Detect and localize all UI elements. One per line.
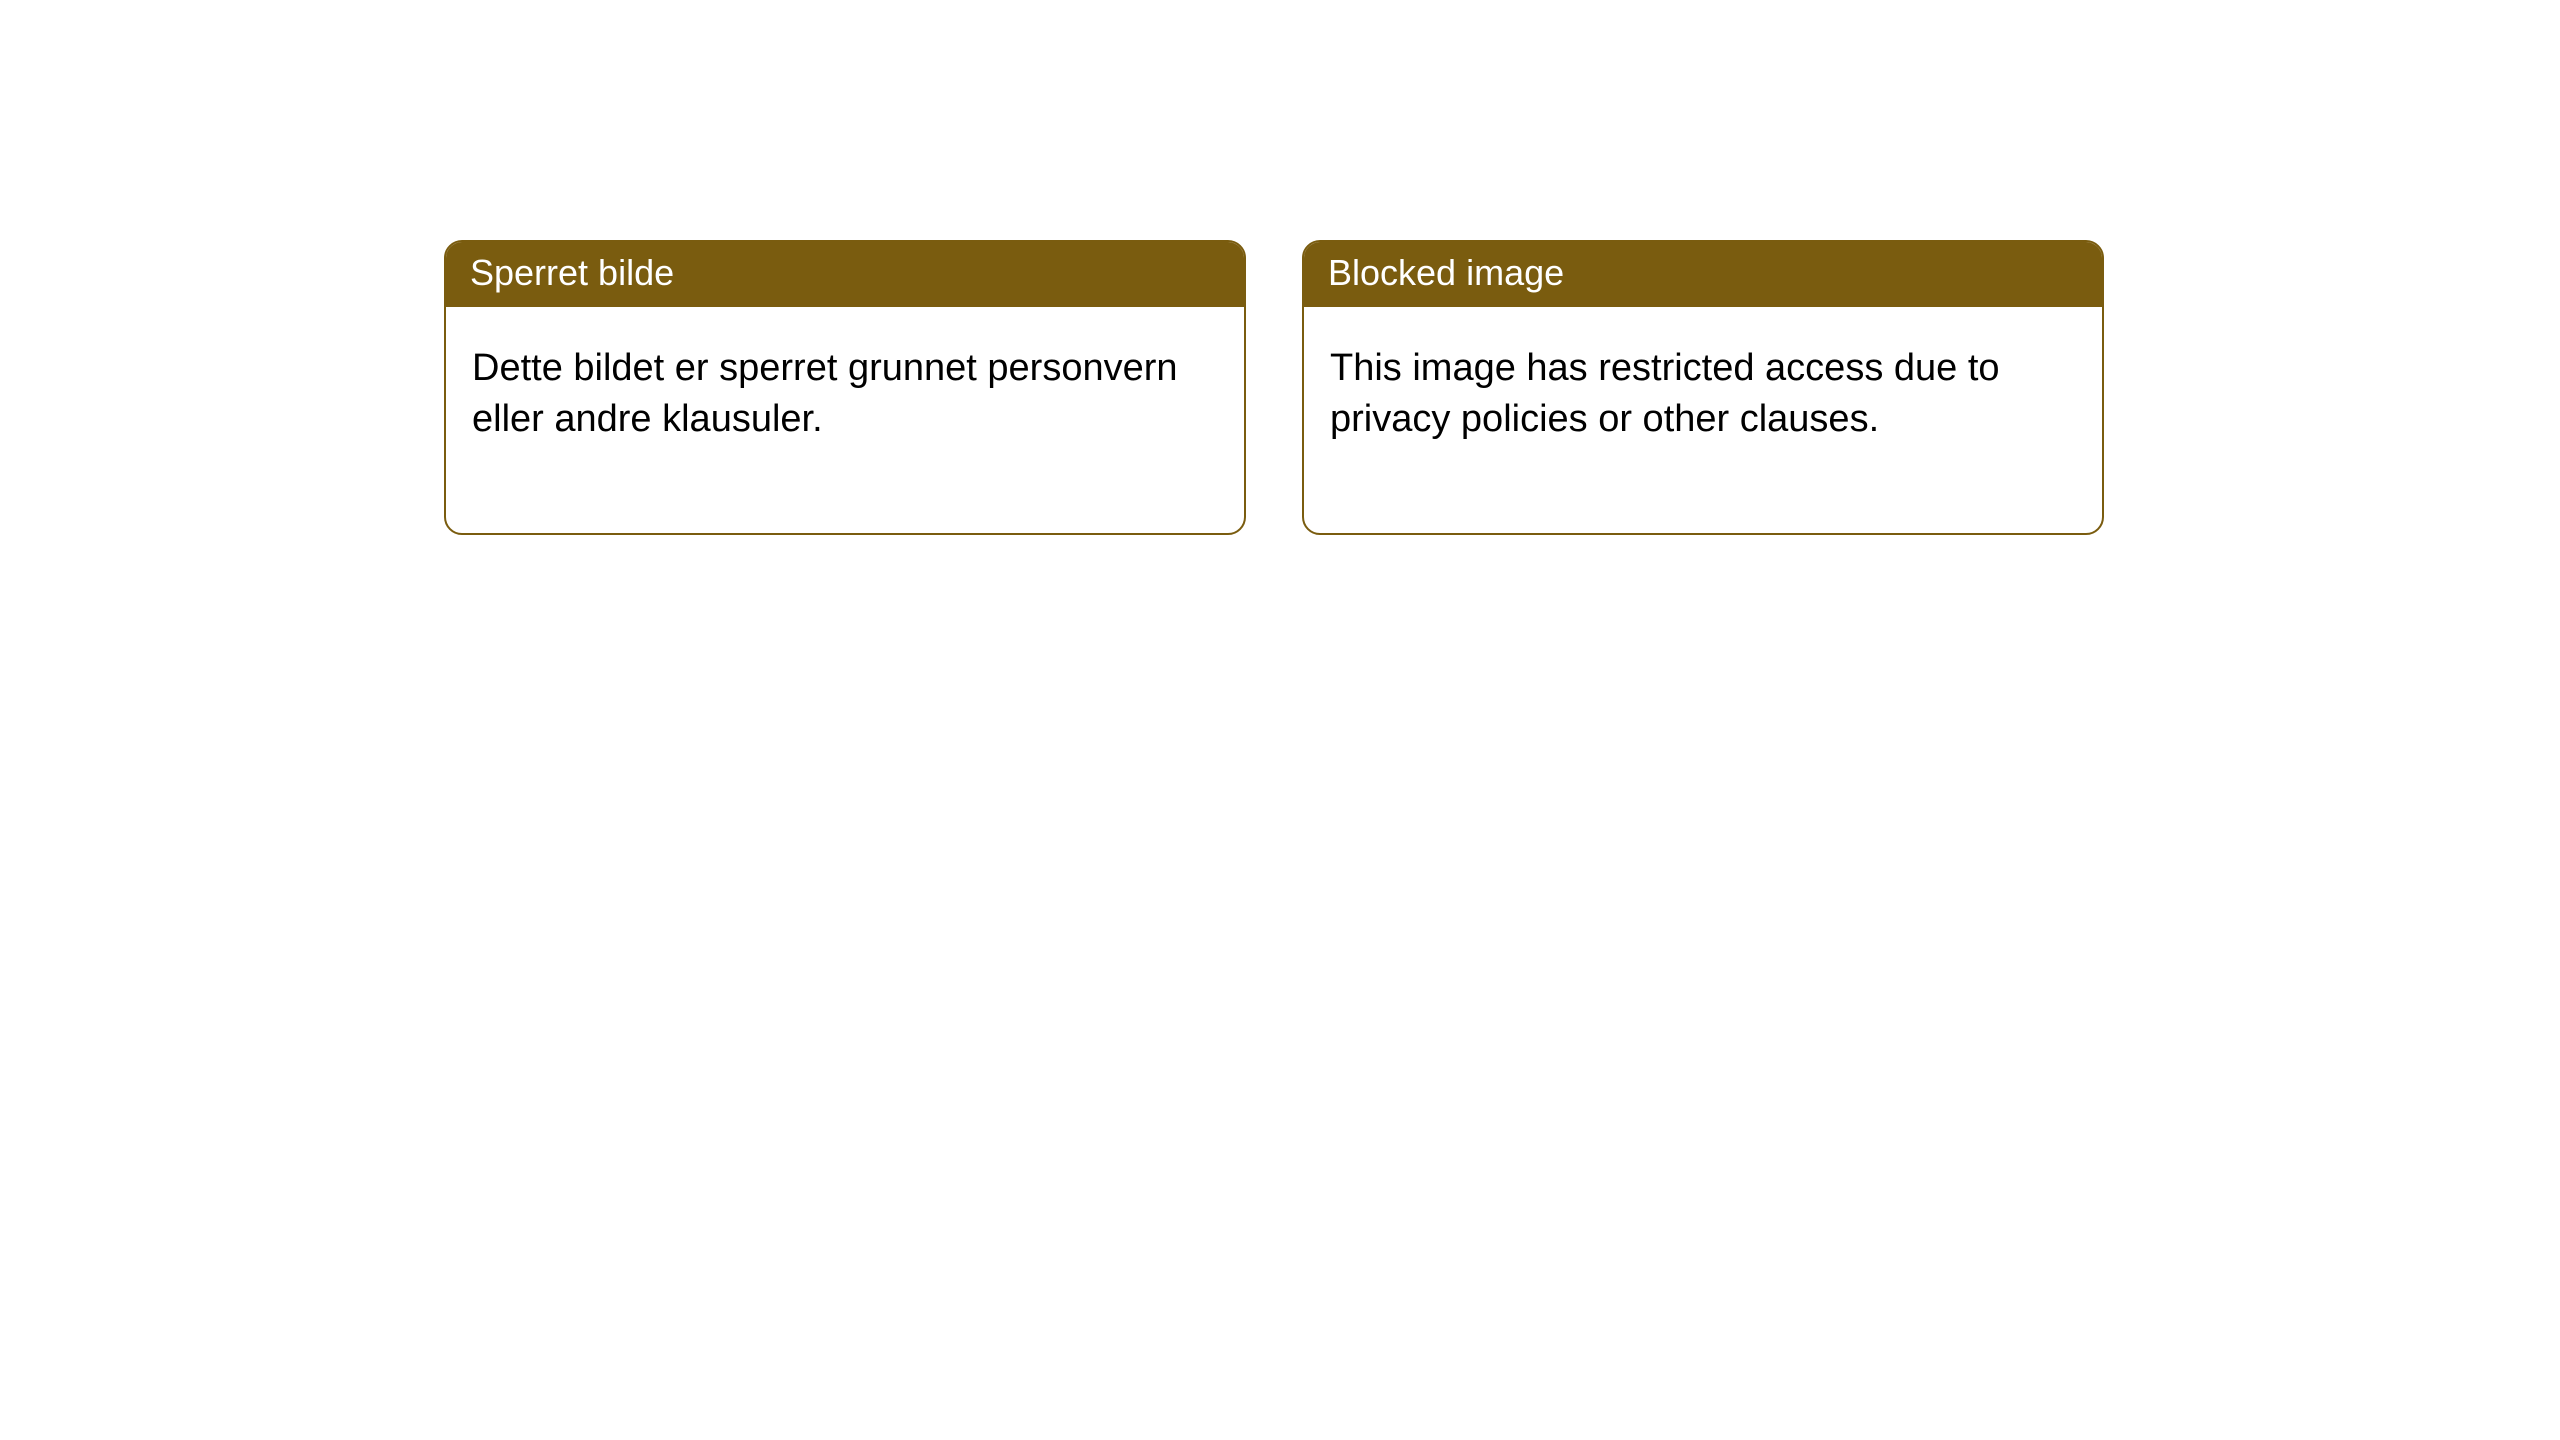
notice-card-norwegian: Sperret bilde Dette bildet er sperret gr… — [444, 240, 1246, 535]
notice-container: Sperret bilde Dette bildet er sperret gr… — [0, 0, 2560, 535]
notice-card-english: Blocked image This image has restricted … — [1302, 240, 2104, 535]
notice-body-norwegian: Dette bildet er sperret grunnet personve… — [446, 307, 1244, 534]
notice-header-english: Blocked image — [1304, 242, 2102, 307]
notice-body-english: This image has restricted access due to … — [1304, 307, 2102, 534]
notice-header-norwegian: Sperret bilde — [446, 242, 1244, 307]
